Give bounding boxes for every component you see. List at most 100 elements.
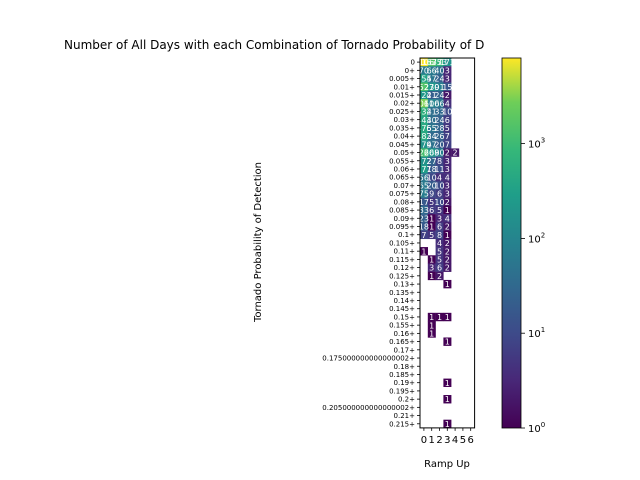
cell-value-label: 0 — [437, 387, 442, 396]
cell-value-label: 1 — [445, 231, 450, 240]
cell-value-label: 0 — [445, 354, 450, 363]
y-tick-label: 0.07+ — [394, 182, 416, 190]
cell-value-label: 0 — [453, 58, 458, 67]
cell-value-label: 277 — [416, 165, 431, 174]
cell-value-label: 0 — [421, 280, 426, 289]
cell-value-label: 1 — [429, 256, 434, 265]
cell-value-label: 0 — [437, 321, 442, 330]
cell-value-label: 0 — [468, 412, 473, 421]
cell-value-label: 0 — [468, 198, 473, 207]
heatmap-cell — [420, 164, 428, 174]
cell-value-label: 0 — [453, 329, 458, 338]
y-tick-label: 0.09+ — [394, 215, 416, 223]
cell-value-label: 0 — [429, 297, 434, 306]
cell-value-label: 0 — [437, 354, 442, 363]
y-tick-label: 0.005+ — [389, 75, 415, 83]
cell-value-label: 0 — [468, 395, 473, 404]
cell-value-label: 0 — [460, 116, 465, 125]
cell-value-label: 1 — [445, 420, 450, 429]
cell-value-label: 18 — [419, 223, 429, 232]
cell-value-label: 0 — [460, 198, 465, 207]
cell-value-label: 0 — [453, 83, 458, 92]
cell-value-label: 7 — [421, 231, 426, 240]
cell-value-label: 0 — [453, 190, 458, 199]
cell-value-label: 0 — [453, 321, 458, 330]
cell-value-label: 0 — [453, 140, 458, 149]
cell-value-label: 34 — [427, 132, 437, 141]
x-tick-label: 2 — [436, 435, 442, 446]
x-axis-label: Ramp Up — [424, 459, 470, 470]
heatmap-cell — [443, 82, 452, 92]
colorbar-ticks: 100 101 102 103 — [521, 137, 545, 435]
heatmap-cell — [435, 123, 444, 133]
cell-value-label: 0 — [429, 338, 434, 347]
heatmap-cell — [427, 58, 436, 67]
cell-value-label: 0 — [429, 379, 434, 388]
heatmap-cell — [420, 66, 428, 75]
cell-value-label: 0 — [460, 329, 465, 338]
cell-value-label: 10 — [434, 182, 444, 191]
cell-value-label: 0 — [453, 256, 458, 265]
cell-value-label: 0 — [468, 371, 473, 380]
cell-value-label: 1 — [429, 223, 434, 232]
heatmap-cell — [427, 230, 436, 240]
cell-value-label: 65 — [419, 182, 429, 191]
cell-value-label: 0 — [421, 313, 426, 322]
cell-value-label: 2 — [445, 239, 450, 248]
cell-value-label: 3061 — [414, 99, 434, 108]
cell-value-label: 0 — [460, 280, 465, 289]
cell-value-label: 0 — [453, 108, 458, 117]
cell-value-label: 1260 — [414, 149, 434, 158]
cell-value-label: 0 — [468, 264, 473, 273]
y-tick-label: 0.155+ — [389, 322, 415, 330]
cell-value-label: 0 — [460, 140, 465, 149]
cell-value-label: 0 — [421, 362, 426, 371]
heatmap-cell — [427, 263, 436, 272]
cell-value-label: 268 — [424, 149, 439, 158]
cell-value-label: 0 — [468, 329, 473, 338]
heatmap-cell — [427, 148, 436, 157]
heatmap-cell — [420, 222, 428, 231]
cell-value-label: 0 — [468, 124, 473, 133]
cell-value-label: 0 — [460, 387, 465, 396]
y-tick-label: 0.135+ — [389, 289, 415, 297]
cell-value-label: 0 — [468, 288, 473, 297]
cell-value-label: 1 — [445, 206, 450, 215]
cell-value-label: 0 — [453, 362, 458, 371]
y-tick-label: 0.05+ — [394, 149, 416, 157]
heatmap-cell — [443, 378, 452, 387]
heatmap-cell — [435, 74, 444, 83]
cell-value-label: 0 — [453, 272, 458, 281]
cell-value-label: 2 — [445, 198, 450, 207]
cell-value-label: 0 — [468, 354, 473, 363]
cell-value-label: 0 — [453, 214, 458, 223]
heatmap-cell — [420, 247, 428, 256]
cell-value-label: 0 — [453, 206, 458, 215]
y-tick-label: 0.055+ — [389, 157, 415, 165]
heatmap-cell — [420, 189, 428, 198]
cell-value-label: 0 — [460, 206, 465, 215]
cell-value-label: 5 — [445, 124, 450, 133]
y-tick-label: 0.165+ — [389, 338, 415, 346]
cell-value-label: 2 — [445, 256, 450, 265]
heatmap-cell — [420, 82, 428, 92]
cell-value-label: 0 — [453, 403, 458, 412]
cell-value-label: 0 — [453, 280, 458, 289]
y-tick-label: 0.11+ — [394, 248, 416, 256]
cell-value-label: 0 — [468, 165, 473, 174]
cell-value-label: 0 — [468, 182, 473, 191]
cell-value-label: 0 — [421, 395, 426, 404]
heatmap-cell — [420, 181, 428, 190]
cell-value-label: 0 — [460, 182, 465, 191]
heatmap-cell — [443, 255, 452, 264]
cell-value-label: 0 — [437, 403, 442, 412]
cell-value-label: 0 — [429, 362, 434, 371]
cell-value-label: 0 — [468, 297, 473, 306]
cell-value-label: 0 — [437, 371, 442, 380]
heatmap-cell — [443, 173, 452, 182]
cell-value-label: 0 — [437, 280, 442, 289]
cell-value-label: 0 — [453, 288, 458, 297]
cell-value-label: 1 — [445, 379, 450, 388]
colorbar — [501, 57, 522, 429]
